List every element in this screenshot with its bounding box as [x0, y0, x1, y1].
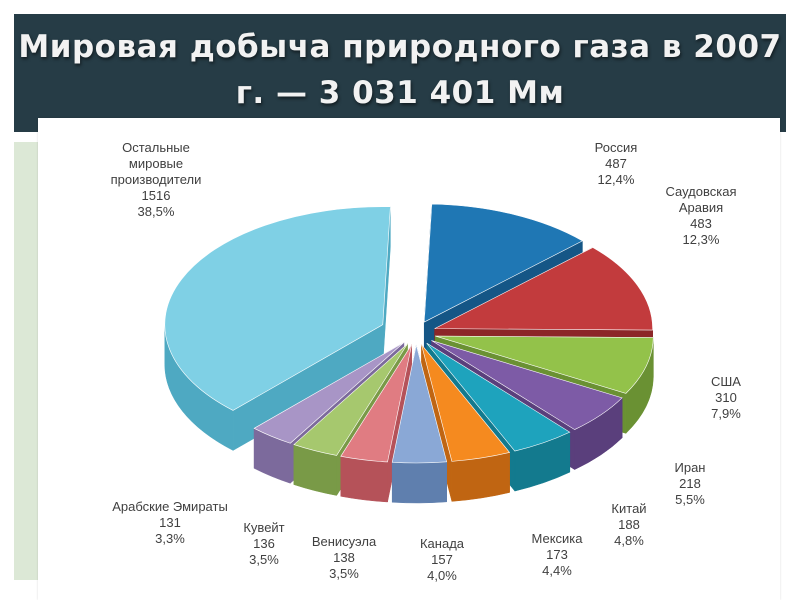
slice-label: Венисуэла 138 3,5%	[312, 534, 376, 582]
pie-slice-top	[434, 247, 653, 331]
pie-slice	[340, 343, 412, 503]
slice-label-value: 157	[431, 552, 453, 567]
pie-slice-top	[164, 206, 391, 411]
slice-label-name: США	[711, 374, 741, 389]
slice-label: Канада 157 4,0%	[420, 536, 464, 584]
pie-slice-wall	[340, 456, 388, 503]
slice-label-value: 136	[253, 536, 275, 551]
pie-slice-top	[423, 203, 584, 323]
pie-slice-top	[253, 342, 405, 444]
slice-label-name: Остальные	[122, 140, 190, 155]
slice-label-percent: 7,9%	[711, 406, 741, 421]
slice-label-value: 138	[333, 550, 355, 565]
slice-label-percent: 3,3%	[155, 531, 185, 546]
pie-chart-panel: Россия 487 12,4% Саудовская Аравия 483 12,3% СШ…	[38, 118, 780, 600]
slice-label-name: Кувейт	[243, 520, 285, 535]
slice-label: США 310 7,9%	[711, 374, 741, 422]
slice-label-name: Иран	[674, 460, 706, 475]
slice-label: Саудовская Аравия 483 12,3%	[665, 184, 736, 248]
slice-label-value: 218	[679, 476, 701, 491]
slice-label-name: Мексика	[531, 531, 583, 546]
slice-label-percent: 3,5%	[329, 566, 359, 581]
slice-label: Иран 218 5,5%	[675, 460, 706, 508]
pie-slice-top	[421, 344, 511, 462]
pie-chart	[164, 203, 654, 504]
slice-label-value: 131	[159, 515, 181, 530]
slice-label-percent: 5,5%	[675, 492, 705, 507]
slice-label-name: Арабские Эмираты	[112, 499, 228, 514]
slice-label-value: 483	[690, 216, 712, 231]
pie-slice-top	[435, 335, 654, 394]
slice-label-value: 173	[546, 547, 568, 562]
slice-label-percent: 12,4%	[597, 172, 635, 187]
slice-label-value: 310	[715, 390, 737, 405]
slice-label: Китай 188 4,8%	[611, 501, 646, 549]
slice-label-percent: 4,4%	[542, 563, 572, 578]
pie-slice-top	[391, 344, 448, 464]
slice-label-name: Саудовская	[665, 184, 737, 199]
slice-label-percent: 12,3%	[682, 232, 720, 247]
slice-label: Остальные мировые производители 1516 38,5%	[111, 140, 202, 220]
slice-label-value: 1516	[141, 188, 171, 203]
slice-label-name: производители	[110, 172, 202, 187]
slice-label-name: Канада	[419, 536, 465, 551]
title-bar	[14, 14, 786, 132]
slice-label-percent: 4,0%	[427, 568, 457, 583]
slide-title: Мировая добыча природного газа в 2007 г.…	[18, 29, 782, 111]
left-accent-band	[14, 142, 40, 580]
pie-slice-top	[431, 340, 623, 430]
slice-label: Кувейт 136 3,5%	[243, 520, 284, 568]
slice-label-percent: 3,5%	[249, 552, 279, 567]
slice-label: Мексика 173 4,4%	[531, 531, 582, 579]
slice-label-value: 188	[618, 517, 640, 532]
slice-label-value: 487	[605, 156, 627, 171]
slice-label-name: Аравия	[678, 200, 724, 215]
pie-slice-top	[293, 343, 408, 456]
slice-label-name: Венисуэла	[311, 534, 377, 549]
slice-label-name: Китай	[611, 501, 647, 516]
pie-slice-wall	[391, 461, 447, 504]
slice-label-percent: 38,5%	[137, 204, 175, 219]
slice-label-name: мировые	[128, 156, 184, 171]
slice-label-name: Россия	[594, 140, 638, 155]
pie-slice-top	[340, 344, 412, 463]
slice-label: Арабские Эмираты 131 3,3%	[112, 499, 228, 547]
pie-slice	[391, 344, 448, 504]
pie-slice-top	[426, 342, 571, 452]
slice-label: Россия 487 12,4%	[595, 140, 638, 188]
slice-label-percent: 4,8%	[614, 533, 644, 548]
